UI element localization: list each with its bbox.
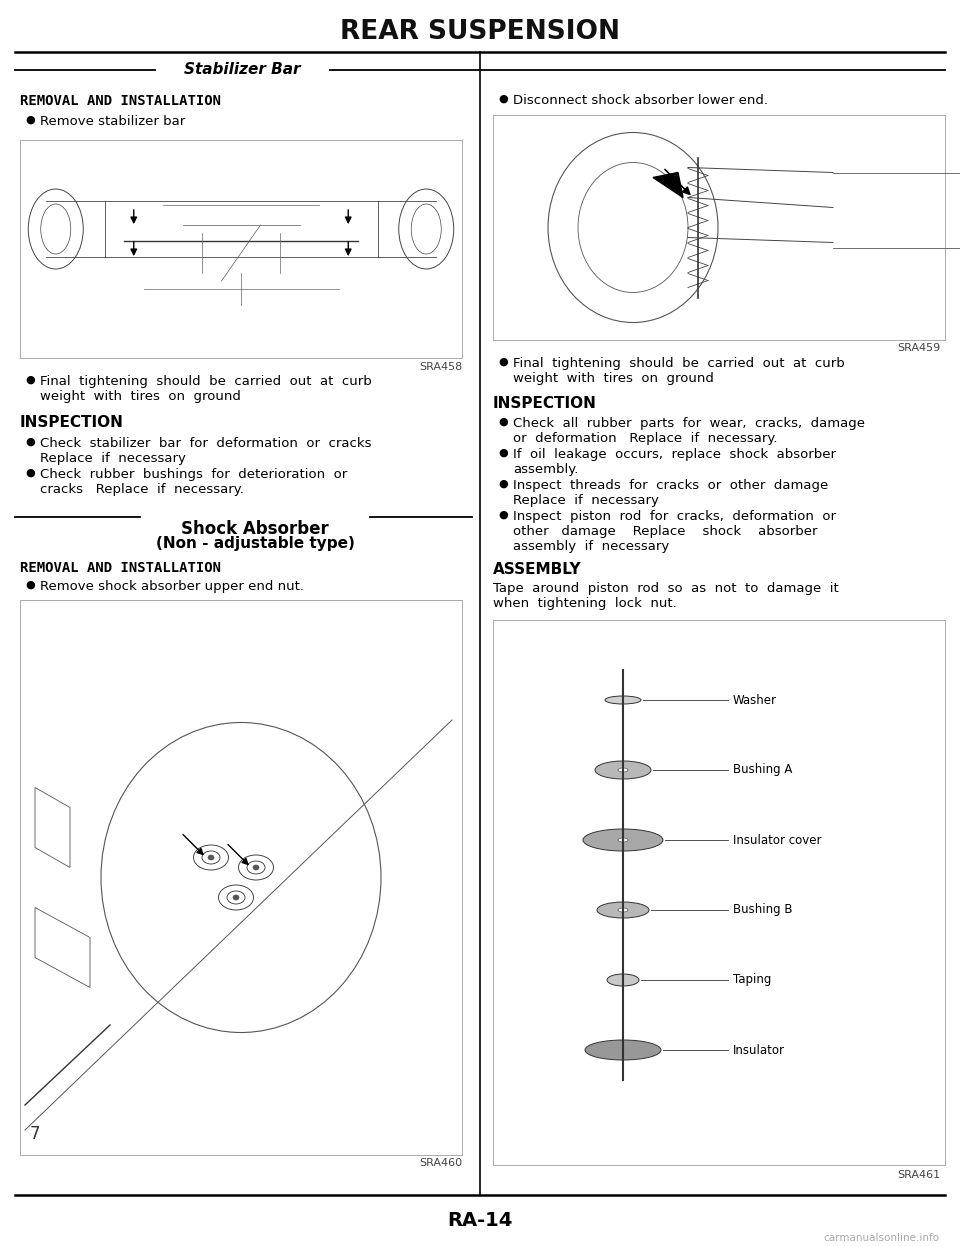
Text: Replace  if  necessary: Replace if necessary	[40, 451, 186, 465]
Ellipse shape	[618, 768, 628, 772]
Text: (Non - adjustable type): (Non - adjustable type)	[156, 536, 354, 551]
Text: Inspect  threads  for  cracks  or  other  damage: Inspect threads for cracks or other dama…	[513, 479, 828, 493]
Text: INSPECTION: INSPECTION	[20, 415, 124, 430]
Ellipse shape	[233, 895, 239, 900]
Text: Check  all  rubber  parts  for  wear,  cracks,  damage: Check all rubber parts for wear, cracks,…	[513, 416, 865, 430]
Text: Remove stabilizer bar: Remove stabilizer bar	[40, 115, 185, 128]
Ellipse shape	[607, 974, 639, 986]
Text: Tape  around  piston  rod  so  as  not  to  damage  it: Tape around piston rod so as not to dama…	[493, 582, 839, 595]
Ellipse shape	[605, 696, 641, 705]
Text: 7: 7	[30, 1125, 40, 1143]
Text: If  oil  leakage  occurs,  replace  shock  absorber: If oil leakage occurs, replace shock abs…	[513, 448, 836, 461]
Text: ●: ●	[498, 357, 508, 367]
Text: ASSEMBLY: ASSEMBLY	[493, 562, 582, 577]
Text: Insulator cover: Insulator cover	[733, 833, 822, 847]
Ellipse shape	[597, 902, 649, 918]
Ellipse shape	[585, 1040, 661, 1060]
Text: REAR SUSPENSION: REAR SUSPENSION	[340, 19, 620, 45]
Text: Remove shock absorber upper end nut.: Remove shock absorber upper end nut.	[40, 580, 304, 594]
Ellipse shape	[583, 829, 663, 850]
Text: SRA458: SRA458	[419, 362, 462, 372]
Text: weight  with  tires  on  ground: weight with tires on ground	[40, 390, 241, 403]
Text: assembly.: assembly.	[513, 463, 578, 476]
Text: ●: ●	[25, 580, 35, 590]
Text: ●: ●	[498, 448, 508, 458]
Text: Replace  if  necessary: Replace if necessary	[513, 494, 659, 508]
Text: RA-14: RA-14	[447, 1211, 513, 1230]
Text: Check  rubber  bushings  for  deterioration  or: Check rubber bushings for deterioration …	[40, 468, 348, 481]
Bar	[493, 115, 945, 340]
Text: carmanualsonline.info: carmanualsonline.info	[824, 1233, 940, 1243]
Text: REMOVAL AND INSTALLATION: REMOVAL AND INSTALLATION	[20, 94, 221, 108]
Text: Bushing B: Bushing B	[733, 904, 793, 917]
Text: SRA460: SRA460	[419, 1158, 462, 1168]
Text: ●: ●	[25, 436, 35, 446]
Text: ●: ●	[498, 94, 508, 104]
Text: ●: ●	[25, 375, 35, 385]
Bar	[493, 620, 945, 1165]
Ellipse shape	[253, 865, 259, 870]
Ellipse shape	[208, 855, 214, 860]
Text: cracks   Replace  if  necessary.: cracks Replace if necessary.	[40, 483, 244, 496]
Ellipse shape	[595, 761, 651, 779]
Bar	[20, 600, 462, 1155]
Text: INSPECTION: INSPECTION	[493, 397, 597, 412]
Text: other   damage    Replace    shock    absorber: other damage Replace shock absorber	[513, 525, 818, 537]
Polygon shape	[653, 172, 683, 197]
Text: Shock Absorber: Shock Absorber	[181, 520, 329, 537]
Bar	[20, 140, 462, 358]
Text: ●: ●	[498, 416, 508, 426]
Text: Final  tightening  should  be  carried  out  at  curb: Final tightening should be carried out a…	[513, 357, 845, 370]
Text: SRA459: SRA459	[897, 343, 940, 353]
Text: weight  with  tires  on  ground: weight with tires on ground	[513, 372, 714, 385]
Text: Inspect  piston  rod  for  cracks,  deformation  or: Inspect piston rod for cracks, deformati…	[513, 510, 836, 522]
Ellipse shape	[618, 838, 628, 842]
Text: Washer: Washer	[733, 693, 777, 707]
Text: Taping: Taping	[733, 974, 772, 986]
Text: Final  tightening  should  be  carried  out  at  curb: Final tightening should be carried out a…	[40, 375, 372, 388]
Text: when  tightening  lock  nut.: when tightening lock nut.	[493, 597, 677, 610]
Text: Disconnect shock absorber lower end.: Disconnect shock absorber lower end.	[513, 94, 768, 107]
Text: assembly  if  necessary: assembly if necessary	[513, 540, 669, 552]
Text: Stabilizer Bar: Stabilizer Bar	[183, 62, 300, 77]
Text: REMOVAL AND INSTALLATION: REMOVAL AND INSTALLATION	[20, 561, 221, 575]
Text: ●: ●	[25, 468, 35, 478]
Text: or  deformation   Replace  if  necessary.: or deformation Replace if necessary.	[513, 431, 778, 445]
Text: Bushing A: Bushing A	[733, 763, 792, 777]
Text: ●: ●	[498, 510, 508, 520]
Ellipse shape	[618, 908, 628, 912]
Text: SRA461: SRA461	[897, 1170, 940, 1180]
Text: ●: ●	[498, 479, 508, 489]
Text: Insulator: Insulator	[733, 1044, 785, 1056]
Text: Check  stabilizer  bar  for  deformation  or  cracks: Check stabilizer bar for deformation or …	[40, 436, 372, 450]
Text: ●: ●	[25, 115, 35, 125]
